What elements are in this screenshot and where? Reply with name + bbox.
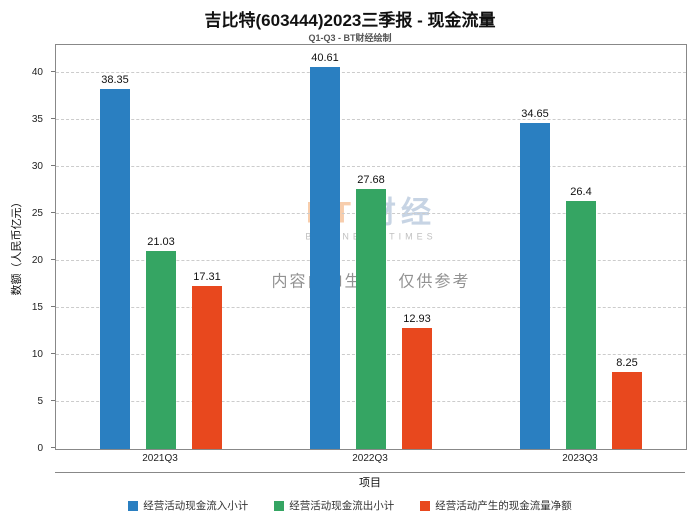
bar: 26.4 — [566, 186, 596, 449]
bar-value-label: 38.35 — [101, 73, 129, 86]
bar-value-label: 21.03 — [147, 236, 175, 249]
plot-area: BT财经 BUSINESS TIMES 内容由AI生成，仅供参考 38.3521… — [55, 44, 687, 450]
bar: 40.61 — [310, 52, 340, 449]
bar-value-label: 34.65 — [521, 108, 549, 121]
y-tick-mark — [51, 306, 55, 308]
legend-label: 经营活动现金流入小计 — [143, 500, 249, 512]
bar-value-label: 17.31 — [193, 271, 221, 284]
legend-item: 经营活动产生的现金流量净额 — [420, 498, 572, 513]
y-tick-label: 10 — [31, 349, 43, 361]
y-tick-mark — [51, 71, 55, 73]
gridline — [56, 119, 686, 121]
bar-value-label: 8.25 — [616, 356, 638, 369]
chart-title: 吉比特(603444)2023三季报 - 现金流量 — [204, 11, 496, 30]
x-tick-label: 2022Q3 — [352, 453, 388, 464]
bar-value-label: 12.93 — [403, 312, 431, 325]
bar-group: 38.35 21.03 17.31 — [100, 74, 222, 449]
legend-label: 经营活动现金流出小计 — [289, 500, 395, 512]
bar-value-label: 27.68 — [357, 173, 385, 186]
y-tick-mark — [51, 118, 55, 120]
bar-group: 34.65 26.4 8.25 — [520, 108, 642, 449]
bar: 17.31 — [192, 271, 222, 449]
y-tick-mark — [51, 259, 55, 261]
y-tick-label: 25 — [31, 208, 43, 220]
y-tick-label: 5 — [37, 396, 43, 408]
x-tick-label: 2023Q3 — [562, 453, 598, 464]
y-tick-mark — [51, 447, 55, 448]
chart-subtitle: Q1-Q3 - BT财经绘制 — [308, 33, 392, 43]
y-tick-label: 40 — [31, 67, 43, 79]
bar-value-label: 26.4 — [570, 185, 592, 198]
bar: 34.65 — [520, 108, 550, 449]
x-axis-band: 2021Q3 2022Q3 2023Q3 — [55, 448, 685, 473]
bar-group: 40.61 27.68 12.93 — [310, 52, 432, 449]
legend: 经营活动现金流入小计 经营活动现金流出小计 经营活动产生的现金流量净额 — [0, 498, 700, 513]
y-tick-label: 35 — [31, 114, 43, 126]
bar: 8.25 — [612, 357, 642, 449]
y-tick-label: 0 — [37, 443, 43, 454]
legend-label: 经营活动产生的现金流量净额 — [435, 500, 572, 512]
y-tick-label: 15 — [31, 302, 43, 314]
legend-item: 经营活动现金流入小计 — [128, 498, 248, 513]
gridline — [56, 166, 686, 168]
y-tick-mark — [51, 165, 55, 167]
y-tick-mark — [51, 353, 55, 355]
y-tick-label: 20 — [31, 255, 43, 267]
bar: 21.03 — [146, 236, 176, 449]
legend-swatch — [274, 500, 285, 511]
x-axis-label: 项目 — [359, 477, 381, 489]
legend-swatch — [420, 500, 431, 511]
bar-value-label: 40.61 — [311, 52, 339, 65]
y-tick-mark — [51, 212, 55, 214]
y-axis: 0 5 10 15 20 25 30 35 40 — [0, 44, 55, 454]
y-tick-mark — [51, 400, 55, 402]
legend-item: 经营活动现金流出小计 — [274, 498, 394, 513]
bar: 27.68 — [356, 174, 386, 449]
legend-swatch — [128, 500, 139, 511]
bar: 38.35 — [100, 74, 130, 449]
x-tick-label: 2021Q3 — [142, 453, 178, 464]
bar: 12.93 — [402, 313, 432, 449]
gridline — [56, 72, 686, 74]
y-tick-label: 30 — [31, 161, 43, 173]
